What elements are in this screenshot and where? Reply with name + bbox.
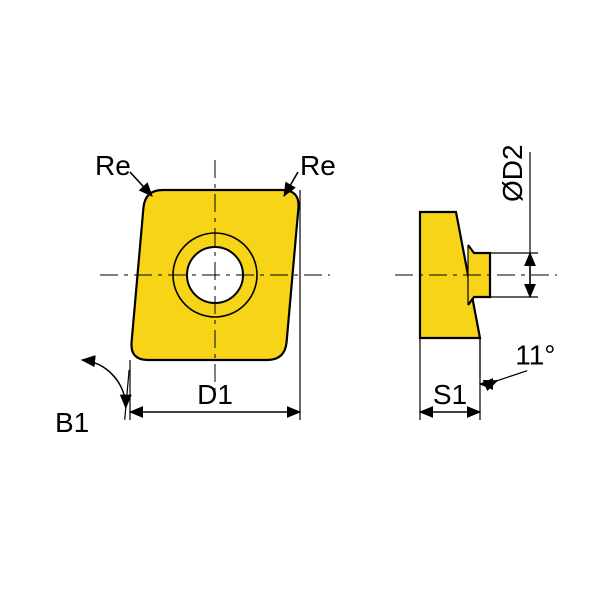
- dim-b1-arc: [82, 360, 126, 408]
- dim-angle: [480, 381, 497, 384]
- label-angle: 11°: [515, 340, 555, 371]
- label-d2: ØD2: [497, 144, 528, 202]
- label-b1: B1: [55, 407, 89, 438]
- label-re-left: Re: [95, 150, 131, 181]
- label-re-right: Re: [300, 150, 336, 181]
- leader-re-left: [130, 172, 152, 196]
- label-d1: D1: [197, 379, 233, 410]
- label-s1: S1: [433, 379, 467, 410]
